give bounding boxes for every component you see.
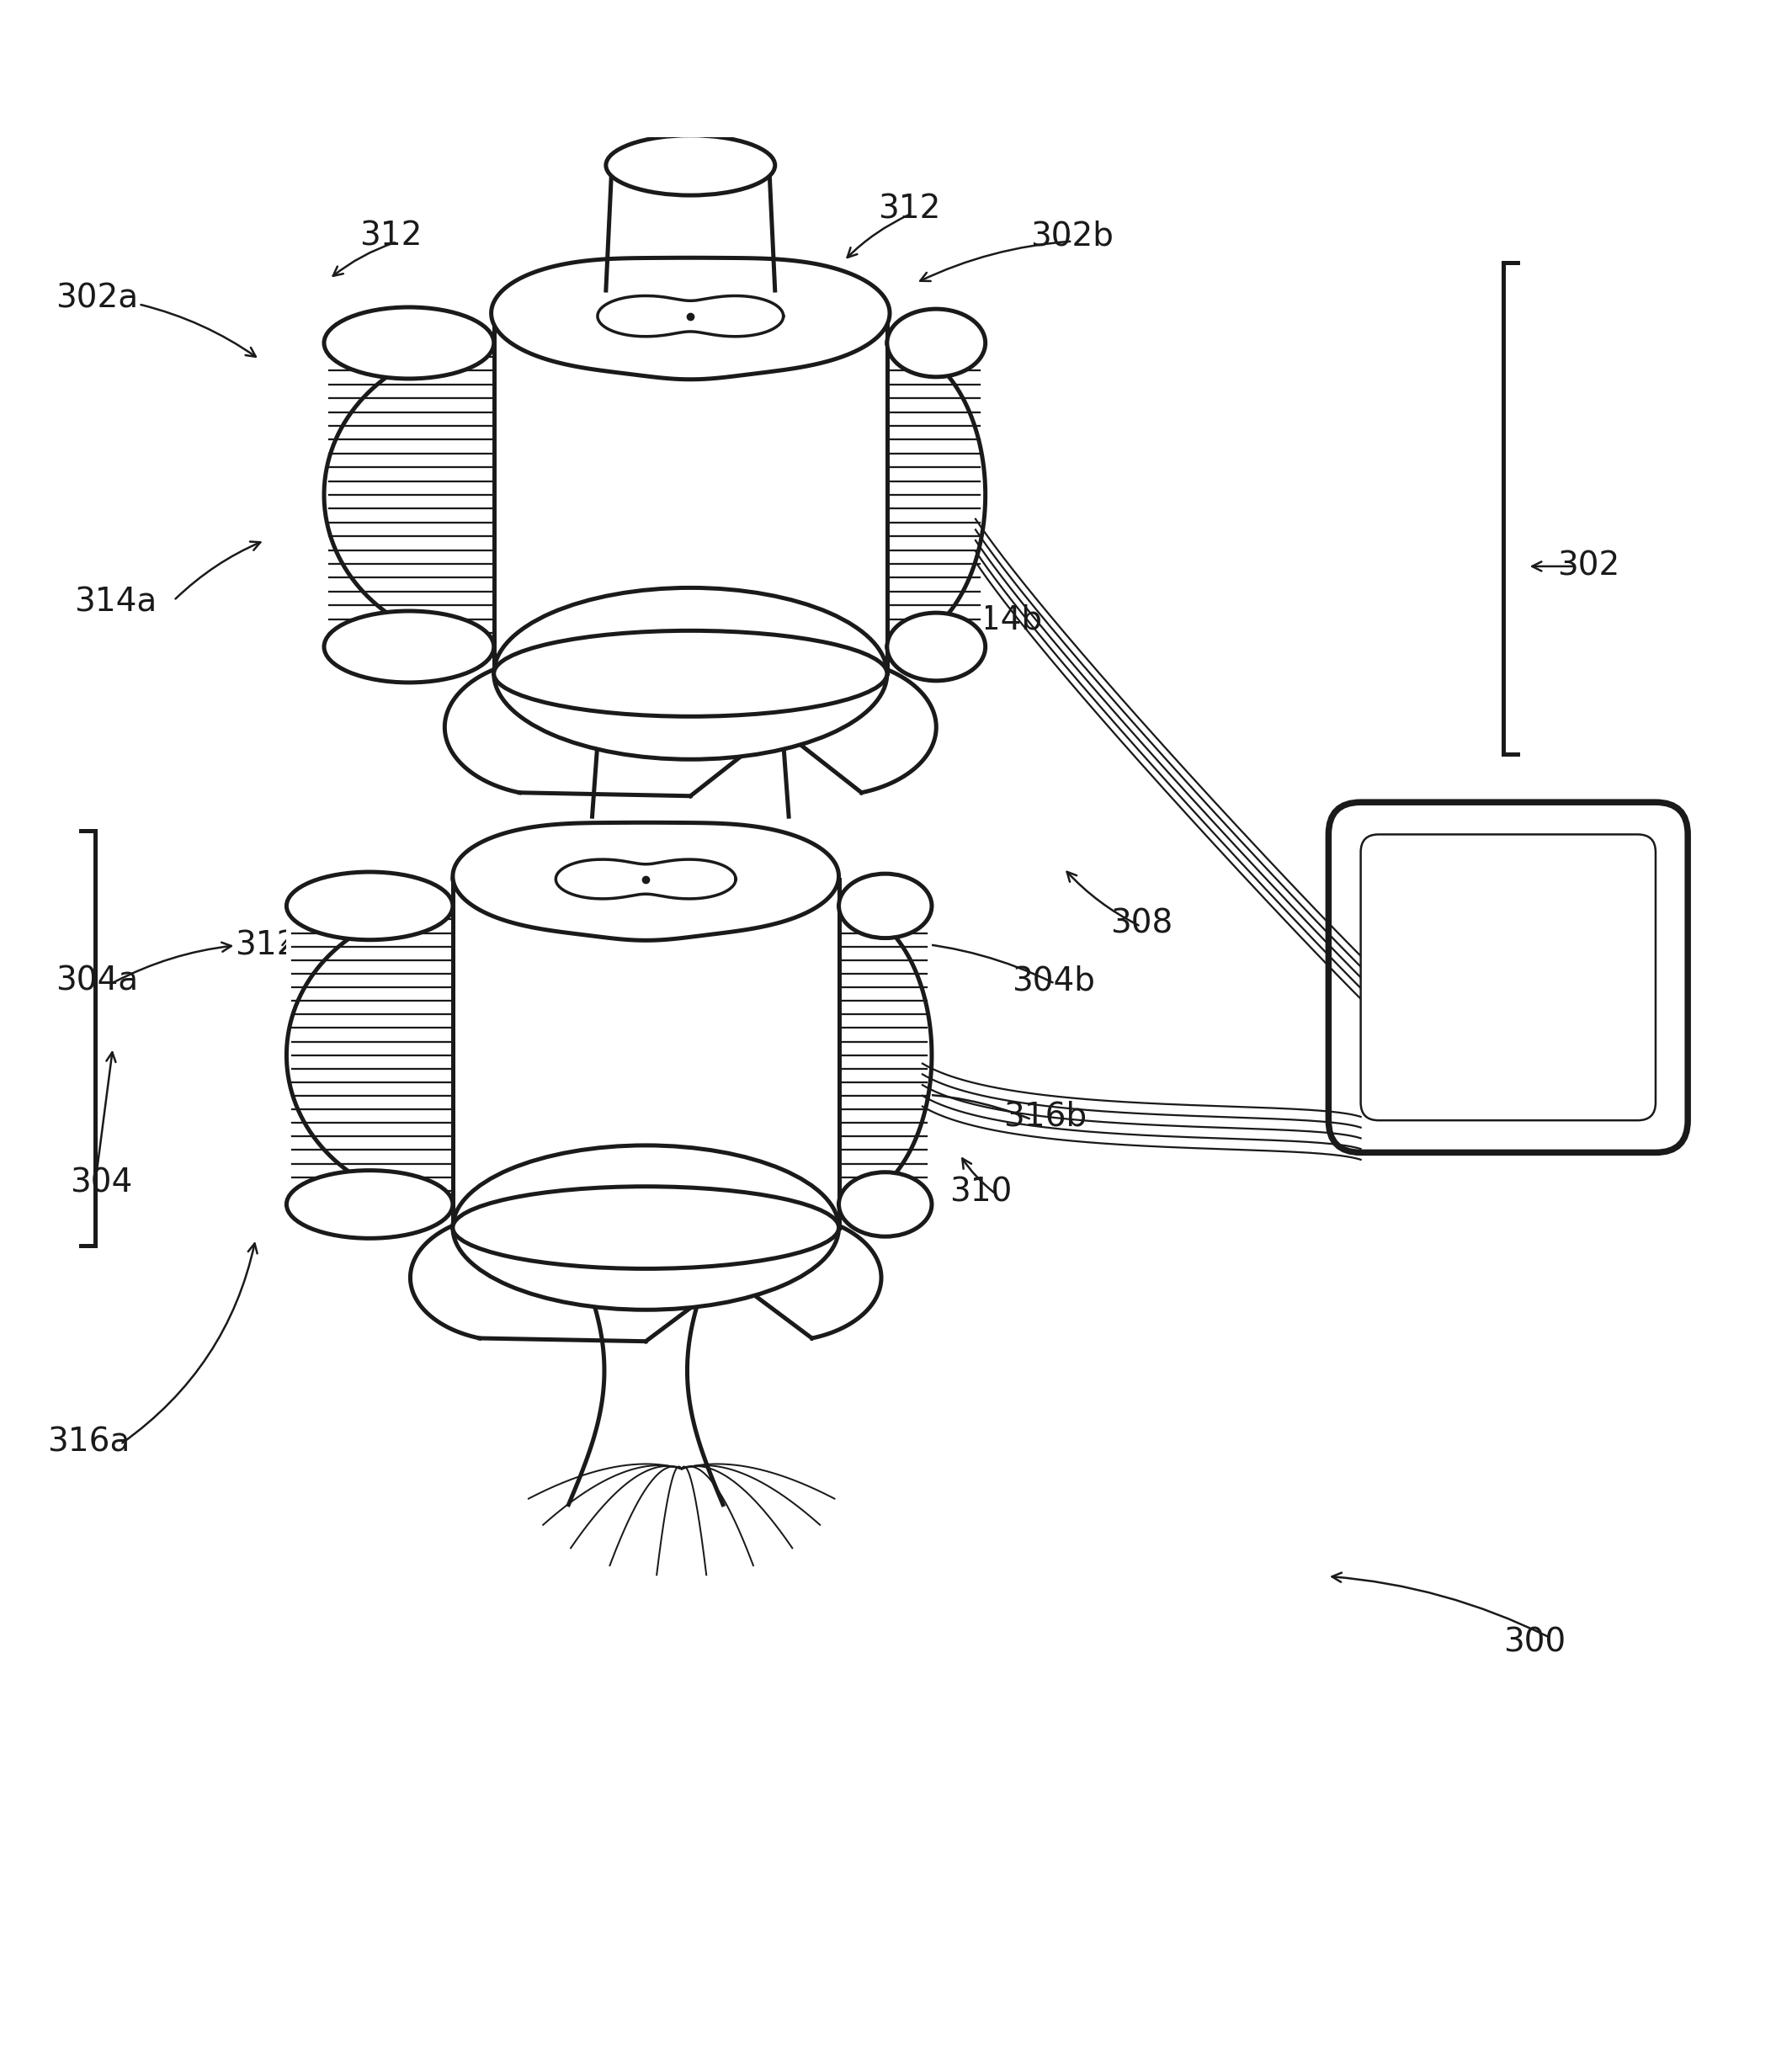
Text: 318: 318 bbox=[360, 1000, 423, 1033]
Ellipse shape bbox=[324, 307, 495, 379]
Bar bbox=[839, 905, 932, 1204]
Ellipse shape bbox=[453, 1186, 839, 1268]
Ellipse shape bbox=[453, 837, 839, 920]
Ellipse shape bbox=[839, 1171, 932, 1237]
Text: 312: 312 bbox=[821, 953, 883, 984]
Bar bbox=[453, 878, 839, 1227]
Ellipse shape bbox=[887, 612, 986, 680]
Bar bbox=[887, 342, 986, 647]
FancyBboxPatch shape bbox=[1360, 835, 1656, 1120]
Bar bbox=[495, 315, 887, 674]
Ellipse shape bbox=[495, 588, 887, 759]
Text: 322: 322 bbox=[360, 1041, 423, 1074]
Text: 302: 302 bbox=[1557, 551, 1620, 581]
Polygon shape bbox=[491, 258, 889, 379]
FancyBboxPatch shape bbox=[1328, 802, 1688, 1153]
Ellipse shape bbox=[287, 1171, 453, 1239]
Ellipse shape bbox=[887, 309, 986, 377]
Ellipse shape bbox=[839, 874, 932, 938]
Text: 304: 304 bbox=[70, 1167, 133, 1198]
Text: 308: 308 bbox=[1111, 907, 1174, 940]
Text: 322: 322 bbox=[378, 355, 441, 386]
Polygon shape bbox=[453, 823, 839, 940]
Ellipse shape bbox=[324, 610, 495, 683]
Bar bbox=[287, 905, 453, 1204]
Text: 302a: 302a bbox=[56, 282, 138, 313]
Text: 310: 310 bbox=[950, 1175, 1012, 1208]
Ellipse shape bbox=[287, 872, 453, 940]
Text: 314a: 314a bbox=[73, 586, 156, 619]
Text: 304a: 304a bbox=[56, 965, 138, 996]
Text: 304b: 304b bbox=[1012, 965, 1095, 996]
Text: 300: 300 bbox=[1503, 1627, 1566, 1658]
Ellipse shape bbox=[495, 631, 887, 716]
Text: 316b: 316b bbox=[1004, 1101, 1086, 1132]
Text: 302b: 302b bbox=[1030, 221, 1113, 252]
Ellipse shape bbox=[453, 1144, 839, 1309]
Ellipse shape bbox=[495, 274, 887, 359]
Text: 316a: 316a bbox=[47, 1427, 129, 1458]
Text: 312: 312 bbox=[235, 930, 297, 961]
Bar bbox=[324, 342, 495, 647]
Text: 306: 306 bbox=[1593, 918, 1656, 949]
Text: 312: 312 bbox=[878, 194, 941, 225]
Text: 314b: 314b bbox=[959, 604, 1041, 635]
Text: 320: 320 bbox=[1557, 1113, 1620, 1144]
Ellipse shape bbox=[606, 136, 774, 196]
Text: 312: 312 bbox=[360, 221, 423, 252]
